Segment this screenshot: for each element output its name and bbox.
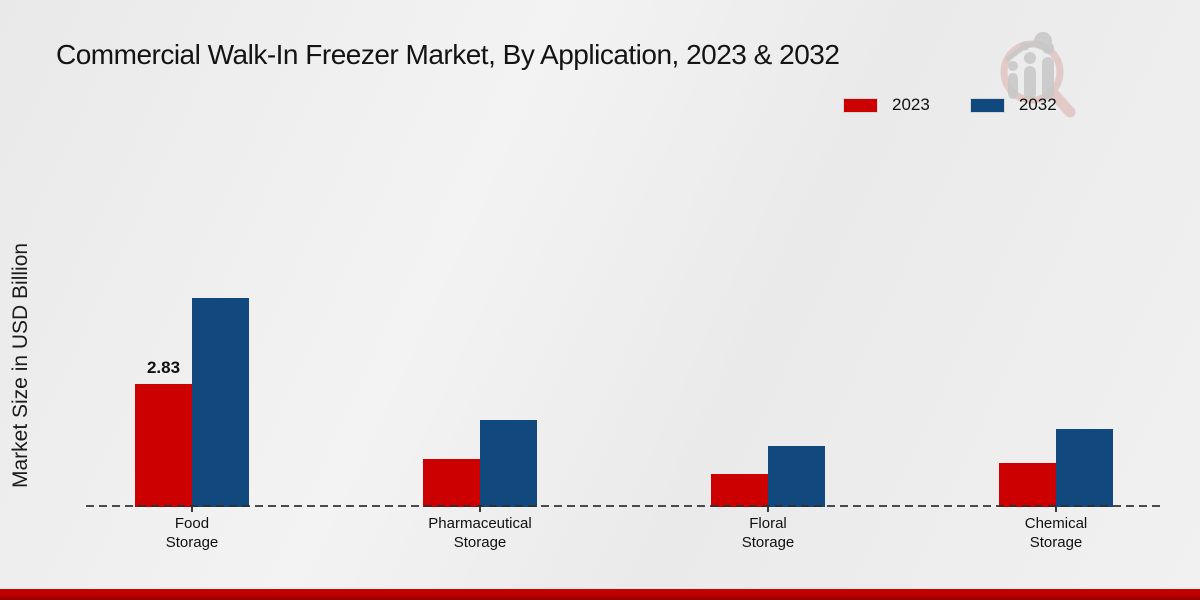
category-label-pharmaceutical-storage: Pharmaceutical Storage [428, 515, 532, 551]
legend-item-2023: 2023 [843, 95, 930, 115]
bar-2032-pharmaceutical-storage [480, 419, 537, 507]
page-title: Commercial Walk-In Freezer Market, By Ap… [56, 39, 840, 70]
legend-item-2032: 2032 [969, 95, 1057, 115]
category-label-floral-storage: Floral Storage [741, 515, 795, 551]
bar-2032-chemical-storage [1056, 428, 1113, 507]
legend: 2023 2032 [843, 95, 1057, 115]
x-axis-tick-floral-storage [767, 507, 769, 512]
x-axis-tick-chemical-storage [1055, 507, 1057, 512]
market-research-logo-watermark [1000, 32, 1076, 118]
x-axis-tick-pharmaceutical-storage [479, 507, 481, 512]
x-axis-dashed-baseline [86, 505, 1165, 507]
bar-2032-food-storage [192, 297, 249, 507]
bar-2023-floral-storage [711, 474, 768, 507]
footer-accent-band [0, 589, 1200, 600]
legend-swatch-2032 [969, 97, 1005, 113]
legend-swatch-2023 [843, 97, 878, 113]
legend-label-2032: 2032 [1018, 95, 1057, 114]
bar-2023-pharmaceutical-storage [423, 459, 480, 507]
x-axis-tick-food-storage [191, 507, 193, 512]
bar-2023-food-storage [135, 383, 192, 507]
category-label-food-storage: Food Storage [165, 515, 219, 551]
bar-2032-floral-storage [768, 445, 825, 507]
bar-value-label: 2.83 [146, 357, 181, 377]
legend-label-2023: 2023 [892, 95, 930, 114]
bar-2023-chemical-storage [999, 463, 1056, 507]
category-label-chemical-storage: Chemical Storage [1024, 515, 1088, 551]
